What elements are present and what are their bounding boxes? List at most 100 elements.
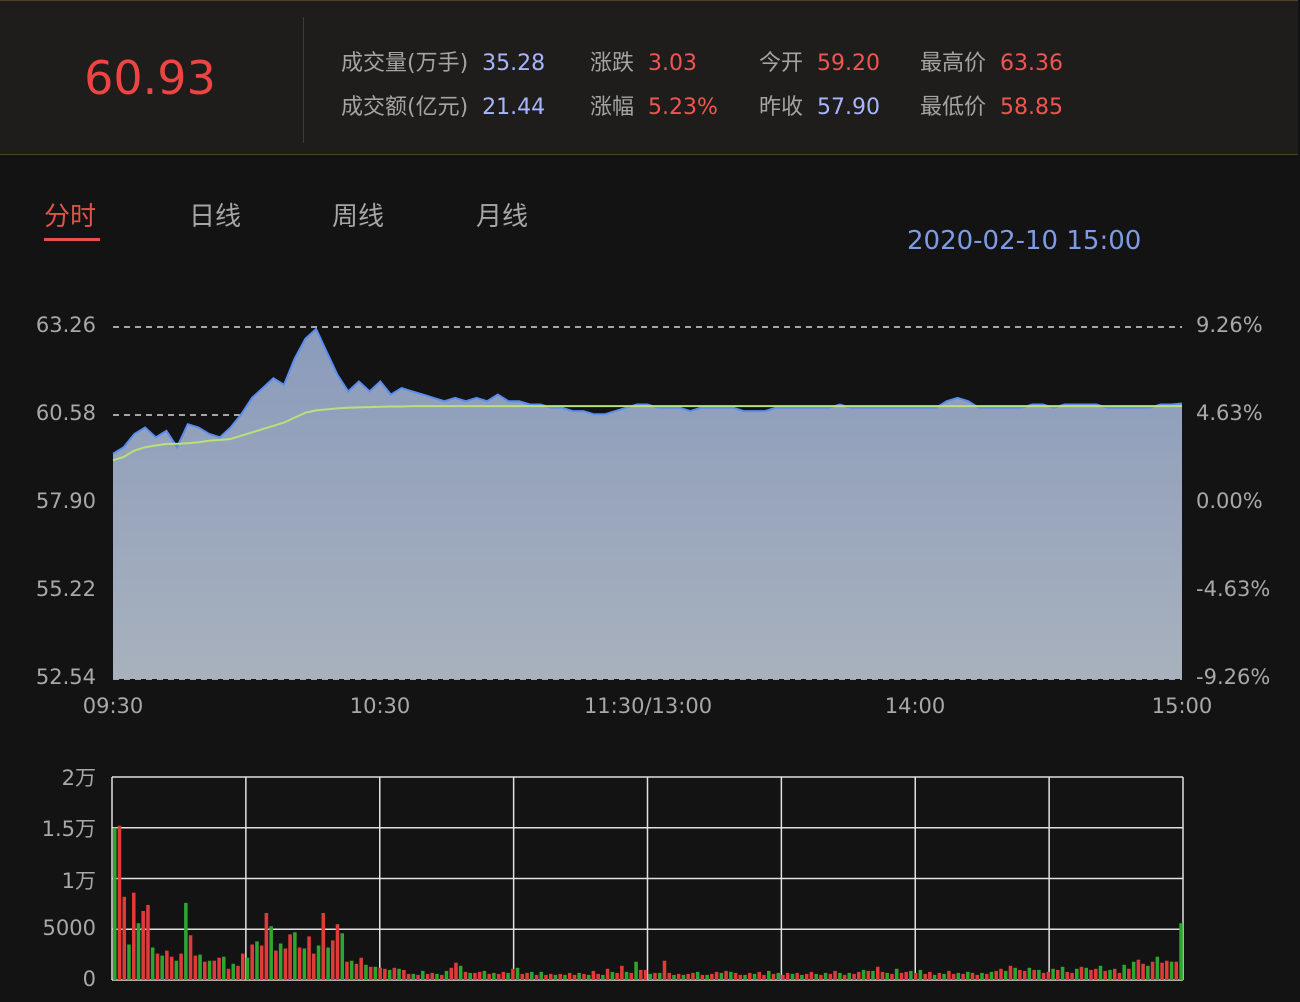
volume-bar (705, 974, 709, 980)
volume-bar (814, 973, 818, 980)
volume-bar (913, 972, 918, 980)
volume-bar (534, 974, 539, 980)
volume-bar (146, 904, 150, 980)
volume-bar (207, 960, 212, 980)
volume-bar (605, 968, 610, 980)
x-tick-label: 09:30 (82, 694, 144, 718)
volume-bar (326, 947, 330, 980)
volume-y-label: 1.5万 (41, 817, 96, 841)
price-area (113, 329, 1182, 679)
tab-intraday[interactable]: 分时 (44, 202, 97, 232)
volume-bar (198, 954, 202, 980)
volume-bar (577, 972, 581, 980)
tab-weekly[interactable]: 周线 (332, 202, 385, 232)
volume-bar (1008, 965, 1013, 980)
volume-bar (899, 972, 904, 980)
volume-bar (942, 973, 946, 980)
volume-bar (643, 969, 648, 981)
volume-bar (278, 943, 283, 980)
volume-bar (871, 970, 875, 980)
volume-bar (397, 968, 401, 980)
volume-bar (520, 973, 525, 980)
volume-bar (544, 974, 548, 980)
stat-volume: 成交量(万手) 35.28 (341, 45, 545, 77)
volume-bar (236, 965, 240, 980)
volume-bar (283, 948, 288, 980)
volume-bar (241, 953, 245, 980)
volume-bar (710, 973, 714, 980)
volume-bar (132, 892, 136, 980)
volume-bar (876, 966, 880, 980)
y-label-left: 52.54 (35, 665, 96, 689)
tab-daily[interactable]: 日线 (189, 202, 242, 232)
volume-bar (440, 974, 444, 980)
x-tick-label: 11:30/13:00 (583, 694, 713, 718)
volume-y-label: 5000 (42, 916, 96, 940)
volume-bar (610, 971, 615, 980)
volume-bar (269, 926, 273, 980)
volume-bar (174, 960, 179, 980)
volume-bar (231, 963, 236, 980)
volume-bar (553, 974, 558, 980)
volume-bar (141, 911, 145, 980)
stat-label: 今开 (759, 51, 804, 76)
volume-bar (430, 972, 435, 980)
volume-bar (985, 973, 989, 980)
volume-bar (634, 961, 638, 980)
average-price-line (112, 405, 1182, 462)
volume-bar (473, 972, 477, 980)
volume-bar (1174, 961, 1179, 980)
volume-bar (122, 896, 127, 980)
volume-bar (695, 971, 700, 980)
volume-bar (425, 973, 430, 980)
stat-value: 5.23% (648, 95, 718, 120)
volume-bar (748, 972, 752, 980)
volume-bar (368, 966, 373, 980)
volume-bar (1003, 970, 1008, 980)
volume-bar (567, 972, 572, 980)
volume-bar (842, 974, 847, 980)
quote-header: 60.93 成交量(万手) 35.28 成交额(亿元) 21.44 涨跌 3.03 涨… (0, 0, 1298, 155)
volume-bar (402, 969, 406, 981)
volume-bar (624, 971, 629, 980)
volume-bar (1122, 964, 1126, 980)
y-label-left: 60.58 (35, 401, 96, 425)
volume-bar (539, 971, 544, 980)
y-label-right: -4.63% (1196, 577, 1271, 601)
volume-bar (1065, 971, 1070, 980)
volume-bar (890, 973, 894, 980)
volume-bar (1032, 969, 1036, 981)
volume-bar (880, 971, 885, 980)
volume-bar (572, 974, 577, 980)
volume-bar (1070, 972, 1074, 980)
volume-bar (203, 961, 207, 980)
volume-bar (477, 971, 482, 980)
price-line (112, 327, 1183, 455)
volume-bar (1037, 969, 1041, 981)
volume-bar (1094, 968, 1098, 980)
volume-bar (582, 973, 586, 980)
volume-bar (468, 972, 472, 980)
stat-high: 最高价 63.36 (920, 45, 1063, 77)
volume-bar (217, 957, 221, 980)
volume-bar (383, 968, 387, 980)
volume-bar (951, 973, 956, 980)
chart-datetime: 2020-02-10 15:00 (907, 226, 1142, 256)
volume-bar (980, 972, 984, 980)
y-label-left: 57.90 (35, 489, 96, 513)
volume-bar (767, 970, 771, 980)
volume-bar (852, 973, 856, 980)
volume-bar (653, 972, 657, 980)
x-tick-label: 15:00 (1151, 694, 1213, 718)
volume-bar (847, 972, 852, 980)
volume-bar (975, 974, 980, 980)
volume-bar (885, 972, 889, 980)
volume-bar (591, 970, 596, 980)
volume-bar (406, 973, 411, 980)
volume-bar (331, 940, 335, 980)
tab-monthly[interactable]: 月线 (476, 202, 529, 232)
volume-bar (752, 973, 757, 980)
volume-bar (458, 965, 463, 980)
volume-bar (274, 950, 278, 980)
